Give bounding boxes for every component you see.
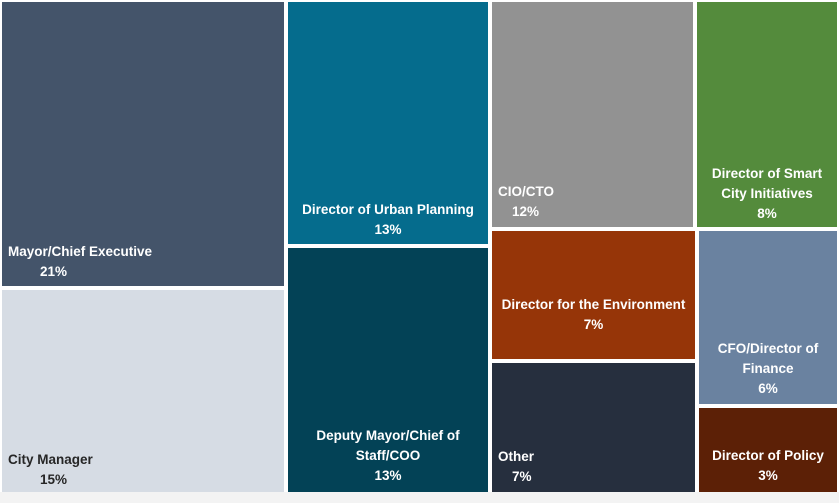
- tile-text: Deputy Mayor/Chief of Staff/COO 13%: [288, 426, 488, 486]
- tile-label: Director of Urban Planning: [302, 202, 474, 217]
- tile-label: Other: [498, 449, 535, 464]
- tile-value: 6%: [758, 381, 778, 396]
- tile-director-environment: Director for the Environment 7%: [490, 229, 697, 361]
- tile-text: Director for the Environment 7%: [492, 295, 695, 335]
- tile-value: 13%: [374, 468, 402, 483]
- tile-value: 3%: [758, 468, 778, 483]
- bottom-edge: [0, 492, 839, 503]
- tile-text: Mayor/Chief Executive 21%: [2, 242, 284, 282]
- tile-city-manager: City Manager 15%: [0, 288, 286, 494]
- tile-text: Director of Policy 3%: [699, 446, 837, 486]
- tile-director-smart-city: Director of Smart City Initiatives 8%: [695, 0, 839, 229]
- tile-text: CFO/Director of Finance 6%: [699, 339, 837, 399]
- tile-value: 21%: [40, 264, 68, 279]
- tile-label: Mayor/Chief Executive: [8, 244, 153, 259]
- tile-deputy-mayor: Deputy Mayor/Chief of Staff/COO 13%: [286, 246, 490, 494]
- tile-value: 13%: [374, 222, 402, 237]
- tile-mayor-chief-executive: Mayor/Chief Executive 21%: [0, 0, 286, 288]
- tile-label: Director for the Environment: [501, 297, 686, 312]
- tile-label: CIO/CTO: [498, 184, 555, 199]
- tile-value: 8%: [757, 206, 777, 221]
- tile-cio-cto: CIO/CTO 12%: [490, 0, 695, 229]
- tile-cfo-director-finance: CFO/Director of Finance 6%: [697, 229, 839, 406]
- tile-label: Deputy Mayor/Chief of Staff/COO: [316, 428, 460, 463]
- tile-label: CFO/Director of Finance: [717, 341, 819, 376]
- tile-director-policy: Director of Policy 3%: [697, 406, 839, 494]
- tile-text: Other 7%: [492, 447, 695, 487]
- tile-value: 15%: [40, 472, 68, 487]
- tile-other: Other 7%: [490, 361, 697, 494]
- tile-text: Director of Urban Planning 13%: [288, 200, 488, 240]
- tile-text: City Manager 15%: [2, 450, 284, 490]
- tile-text: Director of Smart City Initiatives 8%: [697, 164, 837, 224]
- tile-value: 12%: [512, 204, 540, 219]
- tile-director-urban-planning: Director of Urban Planning 13%: [286, 0, 490, 246]
- tile-label: City Manager: [8, 452, 93, 467]
- tile-value: 7%: [512, 469, 532, 484]
- tile-value: 7%: [583, 317, 604, 332]
- tile-label: Director of Smart City Initiatives: [711, 166, 823, 201]
- tile-label: Director of Policy: [712, 448, 824, 463]
- tile-text: CIO/CTO 12%: [492, 182, 693, 222]
